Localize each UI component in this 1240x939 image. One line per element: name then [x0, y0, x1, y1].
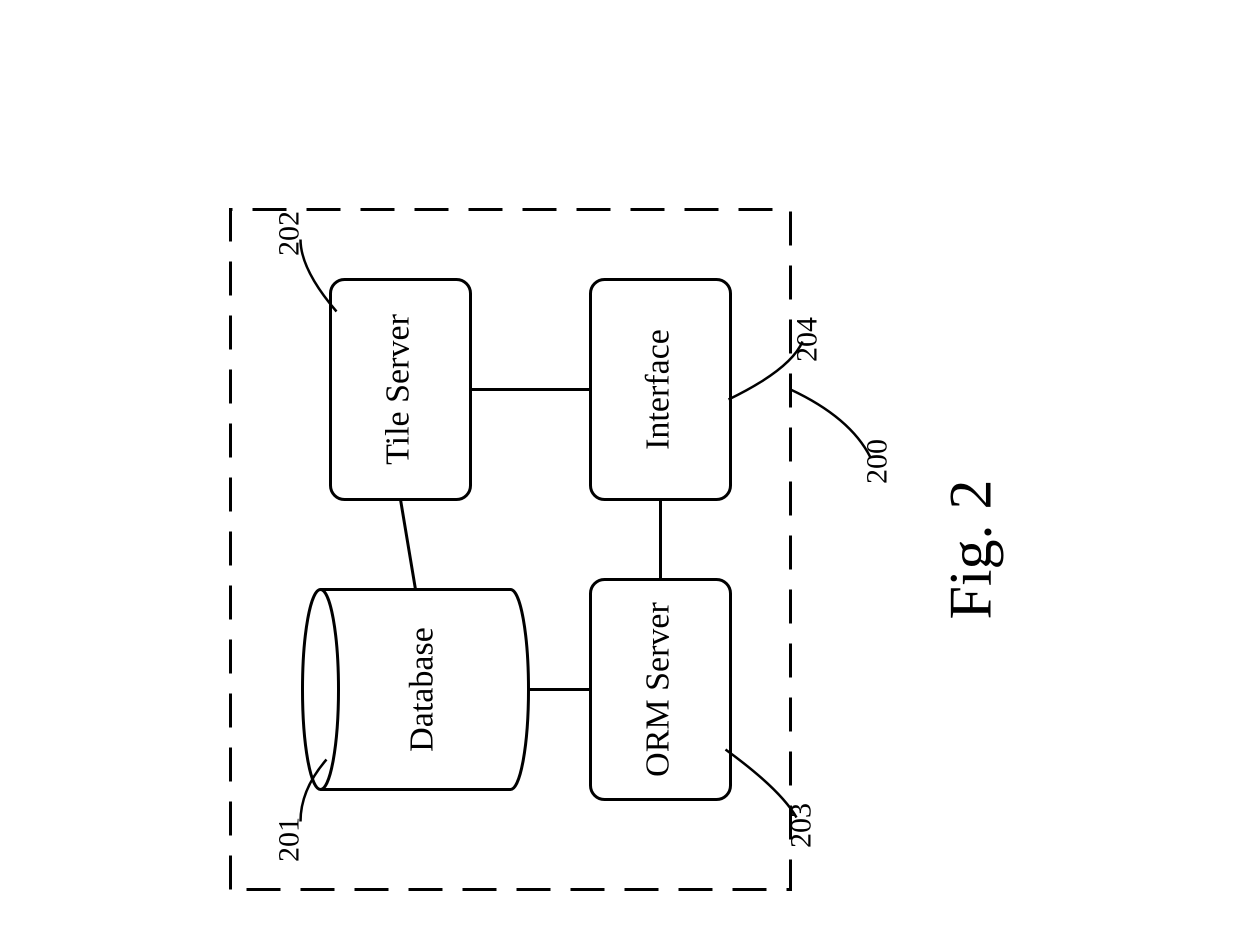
node-orm_server-label: ORM Server — [639, 601, 676, 776]
node-tile_server: Tile Server — [331, 280, 471, 500]
edge-database-tile_server — [401, 500, 416, 590]
ref-label-200: 200 — [861, 439, 894, 484]
diagram-canvas: Database Tile Server ORM Server Interface 20… — [0, 0, 1240, 939]
node-interface: Interface — [591, 280, 731, 500]
figure-caption: Fig. 2 — [938, 479, 1004, 619]
node-interface-label: Interface — [639, 329, 676, 450]
node-database: Database — [303, 590, 529, 790]
node-orm_server: ORM Server — [591, 580, 731, 800]
ref-leader-200 — [791, 390, 871, 458]
node-database-label: Database — [403, 627, 440, 752]
ref-label-203: 203 — [785, 803, 818, 848]
ref-label-201: 201 — [273, 817, 306, 862]
ref-label-204: 204 — [791, 317, 824, 362]
node-tile_server-label: Tile Server — [379, 313, 416, 464]
ref-label-202: 202 — [273, 211, 306, 256]
